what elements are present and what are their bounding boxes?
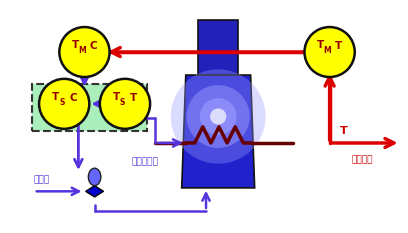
Ellipse shape [89, 168, 101, 185]
FancyBboxPatch shape [32, 84, 147, 131]
Text: C: C [90, 41, 97, 51]
Text: T: T [52, 92, 59, 102]
Text: T: T [317, 40, 324, 50]
Text: M: M [323, 46, 331, 55]
Ellipse shape [210, 108, 226, 125]
Ellipse shape [171, 69, 266, 164]
Text: T: T [113, 92, 120, 102]
Ellipse shape [186, 85, 250, 148]
Text: C: C [69, 93, 77, 103]
Ellipse shape [59, 27, 110, 77]
Text: T: T [130, 93, 137, 103]
Text: 被加热原料: 被加热原料 [132, 157, 159, 166]
Ellipse shape [200, 98, 237, 135]
Ellipse shape [304, 27, 355, 77]
Ellipse shape [39, 79, 89, 129]
Text: 燃料油: 燃料油 [34, 175, 50, 184]
Text: S: S [120, 98, 125, 107]
Ellipse shape [100, 79, 150, 129]
Text: T: T [335, 41, 342, 51]
Text: M: M [78, 46, 86, 55]
Text: 出口温度: 出口温度 [351, 156, 373, 165]
Text: T: T [72, 40, 79, 50]
Text: T: T [340, 127, 348, 137]
Polygon shape [86, 186, 104, 197]
Polygon shape [198, 20, 238, 75]
Text: S: S [59, 98, 64, 107]
Polygon shape [182, 75, 255, 188]
